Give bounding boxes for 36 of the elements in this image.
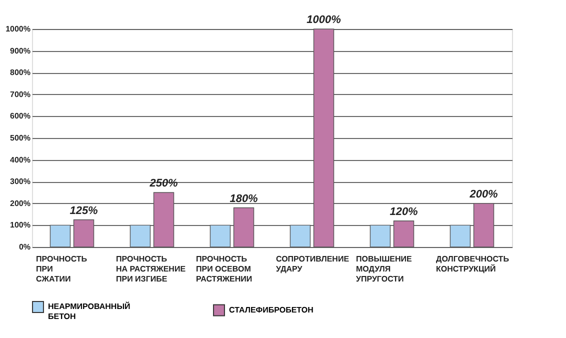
- bar: [313, 28, 334, 248]
- data-label: 120%: [390, 206, 418, 218]
- bar: [450, 224, 471, 248]
- legend-label: СТАЛЕФИБРОБЕТОН: [229, 305, 314, 314]
- y-tick-label: 400%: [10, 155, 30, 164]
- x-tick-label: ПОВЫШЕНИЕ МОДУЛЯ УПРУГОСТИ: [356, 254, 412, 284]
- x-tick-label: ПРОЧНОСТЬ НА РАСТЯЖЕНИЕ ПРИ ИЗГИБЕ: [116, 254, 186, 284]
- data-label: 1000%: [306, 14, 342, 26]
- bar: [130, 224, 151, 248]
- bar: [73, 219, 94, 248]
- bar: [290, 224, 311, 248]
- y-tick-label: 0%: [18, 242, 30, 252]
- y-tick-label: 200%: [10, 198, 30, 208]
- bar: [210, 224, 231, 248]
- bar: [370, 224, 391, 248]
- y-tick-label: 900%: [10, 46, 30, 56]
- data-label: 125%: [70, 204, 98, 217]
- y-tick-label: 800%: [10, 68, 30, 78]
- bar: [473, 203, 494, 248]
- bar: [153, 192, 174, 248]
- data-label: 200%: [468, 188, 498, 200]
- x-tick-label: СОПРОТИВЛЕНИЕ УДАРУ: [276, 254, 350, 274]
- y-tick-label: 600%: [10, 112, 30, 121]
- x-tick-label: ПРОЧНОСТЬ ПРИ СЖАТИИ: [36, 254, 88, 284]
- bar: [233, 207, 254, 248]
- bar: [393, 220, 414, 248]
- y-tick-label: 300%: [10, 177, 30, 186]
- y-tick-label: 100%: [10, 220, 30, 230]
- x-tick-label: ПРОЧНОСТЬ ПРИ ОСЕВОМ РАСТЯЖЕНИИ: [196, 254, 252, 284]
- data-label: 180%: [230, 192, 258, 205]
- bar: [50, 224, 71, 248]
- y-tick-label: 700%: [10, 90, 30, 99]
- y-tick-label: 1000%: [6, 24, 30, 34]
- y-tick-label: 500%: [10, 134, 30, 142]
- x-tick-label: ДОЛГОВЕЧНОСТЬ КОНСТРУКЦИЙ: [436, 254, 510, 274]
- legend-label: НЕАРМИРОВАННЫЙ БЕТОН: [48, 301, 131, 321]
